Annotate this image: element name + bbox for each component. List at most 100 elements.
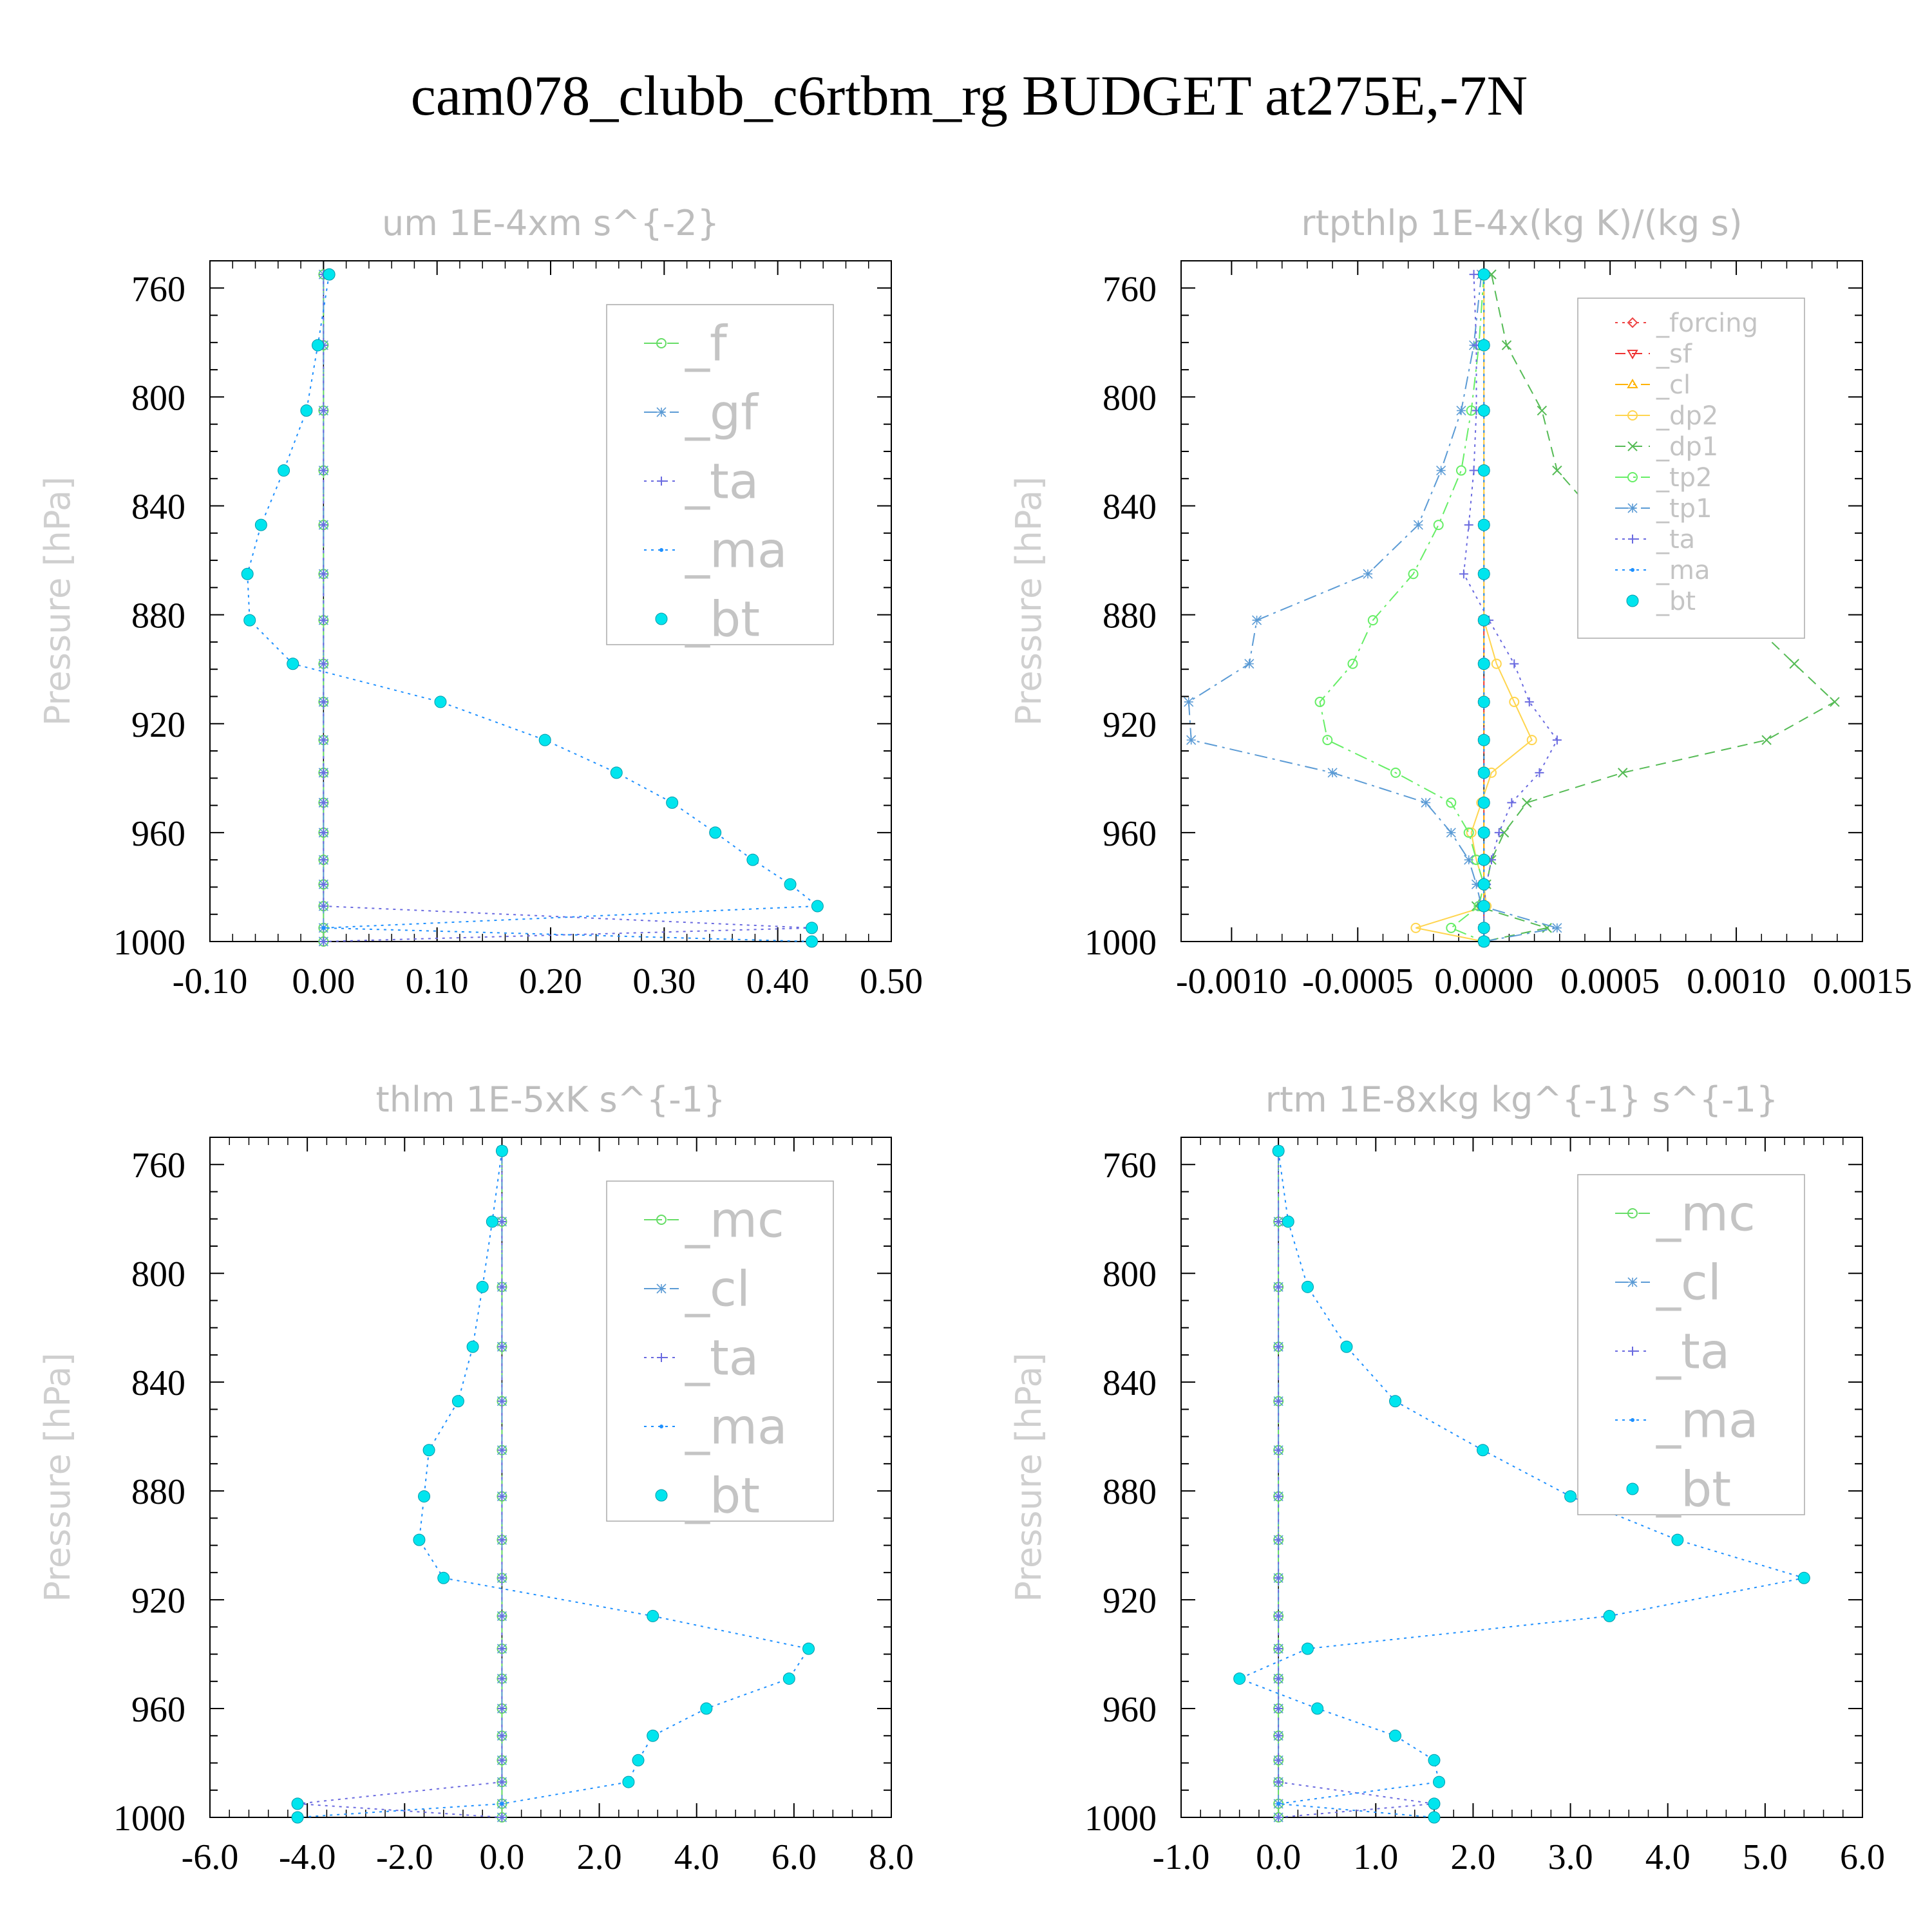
data-point xyxy=(1477,734,1490,746)
series-line xyxy=(1463,274,1558,942)
data-point xyxy=(538,734,551,746)
data-point xyxy=(497,1731,507,1741)
data-point xyxy=(1456,405,1466,416)
data-point xyxy=(278,464,290,477)
data-point xyxy=(422,1444,435,1457)
data-point xyxy=(1464,520,1473,530)
data-point xyxy=(497,1282,507,1292)
legend-label: _ta xyxy=(1656,1323,1730,1380)
legend: _f _gf _ta _ma _bt xyxy=(606,304,834,648)
panel-title: rtm 1E-8xkg kg^{-1} s^{-1} xyxy=(1265,1079,1779,1120)
y-tick-label: 800 xyxy=(131,1255,185,1294)
series-bt xyxy=(291,1144,815,1824)
legend-marker xyxy=(1627,1208,1638,1218)
data-point xyxy=(1276,1801,1281,1806)
data-point xyxy=(497,1573,507,1583)
data-point xyxy=(782,1672,795,1685)
data-point xyxy=(1564,1490,1577,1503)
x-tick-label: 6.0 xyxy=(1840,1837,1885,1877)
data-point xyxy=(495,1144,508,1157)
y-axis-label: Pressure [hPa] xyxy=(37,477,78,726)
data-point xyxy=(1477,826,1490,839)
legend-box xyxy=(1577,298,1805,639)
data-point xyxy=(413,1533,426,1546)
data-point xyxy=(1552,465,1562,476)
data-point xyxy=(1477,853,1490,866)
y-tick-label: 920 xyxy=(1103,705,1157,745)
data-point xyxy=(1469,270,1479,279)
data-point xyxy=(1389,1395,1402,1408)
legend-entry: _tp2 xyxy=(1615,463,1712,493)
y-tick-label: 920 xyxy=(131,705,185,745)
y-tick-label: 800 xyxy=(131,378,185,418)
legend-entry: _bt xyxy=(655,591,760,648)
x-tick-label: -1.0 xyxy=(1153,1837,1210,1877)
series-line xyxy=(297,1151,503,1818)
data-point xyxy=(1537,405,1548,416)
legend-label: _mc xyxy=(685,1191,784,1249)
data-point xyxy=(1603,1609,1616,1622)
data-point xyxy=(1410,922,1421,933)
legend-marker xyxy=(659,548,663,552)
legend-marker xyxy=(656,407,667,417)
data-point xyxy=(1477,935,1490,948)
data-point xyxy=(1274,1217,1283,1226)
data-point xyxy=(1552,735,1562,745)
legend-marker xyxy=(1627,379,1638,388)
data-point xyxy=(300,404,313,417)
data-point xyxy=(319,902,328,911)
legend-entry: _cl xyxy=(644,1260,750,1318)
data-point xyxy=(1363,569,1373,579)
data-point xyxy=(497,1674,507,1683)
y-axis-label: Pressure [hPa] xyxy=(37,1352,78,1602)
legend-marker xyxy=(1627,410,1638,421)
data-point xyxy=(451,1395,464,1408)
data-point xyxy=(319,520,328,530)
legend-entry: _gf xyxy=(644,384,759,441)
x-tick-label: 2.0 xyxy=(1450,1837,1495,1877)
data-point xyxy=(1477,796,1490,809)
x-tick-label: 8.0 xyxy=(869,1837,914,1877)
data-point xyxy=(811,900,824,913)
y-tick-label: 760 xyxy=(1103,1146,1157,1186)
legend-label: _forcing xyxy=(1656,308,1758,338)
x-tick-label: -6.0 xyxy=(182,1837,239,1877)
legend-entry: _ma xyxy=(1615,1392,1759,1449)
y-tick-label: 800 xyxy=(1103,1255,1157,1294)
data-point xyxy=(1301,1280,1314,1293)
legend-label: _bt xyxy=(1656,587,1696,616)
data-point xyxy=(806,922,819,934)
data-point xyxy=(1301,1642,1314,1655)
legend-marker xyxy=(1627,317,1638,328)
legend-label: _bt xyxy=(685,591,760,648)
legend-label: _ma xyxy=(1656,1392,1759,1449)
data-point xyxy=(1314,696,1325,707)
data-point xyxy=(1433,520,1444,531)
data-point xyxy=(497,1813,507,1822)
data-point xyxy=(1477,614,1490,627)
legend-marker xyxy=(656,1283,667,1294)
data-point xyxy=(1421,797,1431,808)
data-point xyxy=(1408,569,1419,580)
legend-entry: _forcing xyxy=(1615,308,1758,338)
data-point xyxy=(647,1609,659,1622)
data-point xyxy=(291,1811,304,1824)
data-point xyxy=(622,1776,635,1788)
legend: _mc _cl _ta _ma _bt xyxy=(606,1180,834,1524)
data-point xyxy=(1455,465,1466,476)
y-tick-label: 960 xyxy=(1103,814,1157,854)
data-point xyxy=(1477,922,1490,934)
legend-entry: _ma xyxy=(644,1398,788,1455)
legend-label: _tp1 xyxy=(1656,494,1712,524)
chart-panel-2: rtpthlp 1E-4x(kg K)/(kg s) Pressure [hPa]… xyxy=(1009,203,1912,1001)
legend-label: _tp2 xyxy=(1656,463,1712,493)
data-point xyxy=(1671,1533,1684,1546)
data-point xyxy=(1469,466,1479,475)
data-point xyxy=(497,1611,507,1621)
x-tick-label: 0.0000 xyxy=(1434,961,1533,1001)
legend-entry: _dp2 xyxy=(1615,401,1718,431)
data-point xyxy=(1274,1445,1283,1455)
legend-marker xyxy=(1626,594,1639,607)
y-tick-label: 840 xyxy=(1103,488,1157,527)
legend-entry: _ta xyxy=(1615,525,1695,554)
